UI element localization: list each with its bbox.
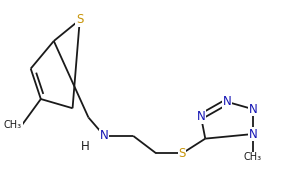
Text: N: N [248, 103, 257, 116]
Text: N: N [248, 128, 257, 140]
Text: H: H [81, 140, 90, 153]
Text: N: N [222, 95, 231, 108]
Text: CH₃: CH₃ [4, 120, 22, 130]
Text: S: S [76, 13, 83, 26]
Text: CH₃: CH₃ [244, 152, 262, 162]
Text: S: S [179, 147, 186, 160]
Text: N: N [196, 110, 205, 123]
Text: N: N [100, 129, 109, 142]
